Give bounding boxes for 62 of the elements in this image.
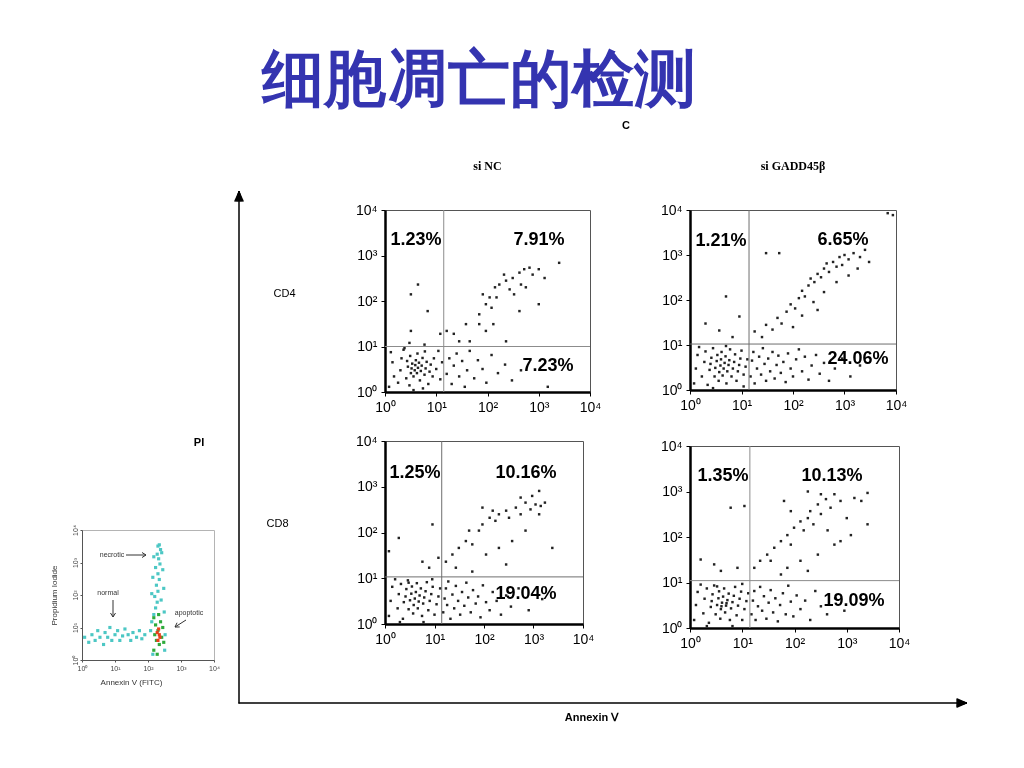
annotation: 7.91%	[513, 229, 565, 249]
y-tick-label: 10¹	[357, 338, 378, 354]
annotation: 10.13%	[801, 465, 863, 485]
x-tick-label: 10³	[523, 630, 545, 647]
y-tick-label: 10³	[357, 478, 378, 495]
text: PI	[193, 436, 205, 448]
y-tick-label: 10²	[662, 291, 683, 308]
y-tick-label: 10³	[662, 246, 683, 263]
x-tick-label: 10³	[837, 634, 858, 651]
annotation: 1.25%	[389, 462, 441, 482]
y-tick-label: 10¹	[357, 569, 378, 586]
x-tick-label: 10⁴	[888, 634, 911, 651]
y-tick-label: 10³	[662, 483, 683, 499]
x-tick-label: 10²	[784, 634, 806, 651]
x-tick-label: 10⁴	[885, 396, 908, 413]
y-tick-label: 10⁴	[355, 201, 378, 218]
y-tick-label: 10¹	[662, 336, 683, 353]
x-tick-label: 10²	[474, 630, 495, 647]
annotation: 10.16%	[495, 462, 557, 482]
y-tick-label: 10⁴	[660, 437, 683, 454]
x-tick-label: 10²	[783, 396, 804, 413]
y-tick-label: 10¹	[662, 574, 683, 590]
y-tick-label: 10⁰	[661, 619, 683, 636]
y-axis-title: CD8	[266, 516, 289, 529]
y-tick-label: 10⁰	[661, 381, 683, 398]
x-tick-label: 10⁴	[579, 398, 602, 415]
text: 细胞凋亡的检测	[261, 42, 696, 115]
x-tick-label: 10¹	[426, 398, 448, 415]
chart-title: si GADD45β	[760, 159, 826, 173]
annotation: 19.04%	[495, 583, 557, 603]
annotation: 1.35%	[697, 465, 749, 485]
y-tick-label: 10²	[357, 292, 378, 309]
chart-title: si NC	[473, 159, 502, 173]
x-axis-title: Annexin V (FITC)	[100, 677, 163, 687]
x-tick-label: 10³	[834, 396, 856, 413]
annotation: 6.65%	[817, 229, 869, 249]
x-tick-label: 10⁰	[375, 398, 396, 415]
y-tick-label: 10⁰	[356, 383, 378, 400]
x-tick-label: 10¹	[732, 634, 754, 651]
y-tick-label: 10⁴	[660, 201, 683, 218]
annotation: 19.09%	[823, 590, 885, 610]
y-tick-label: 10³	[357, 247, 378, 263]
x-tick-label: 10⁰	[680, 634, 701, 651]
text: C	[622, 119, 631, 131]
annotation: 7.23%	[522, 355, 574, 375]
y-tick-label: 10²	[662, 528, 683, 545]
annotation: 1.21%	[695, 230, 747, 250]
x-tick-label: 10³	[529, 398, 550, 415]
y-tick-label: 10⁰	[356, 615, 378, 632]
x-tick-label: 10¹	[424, 630, 446, 647]
x-tick-label: 10⁴	[572, 630, 595, 647]
text: Annexin Ⅴ	[564, 711, 620, 723]
annotation: 24.06%	[827, 348, 889, 368]
y-axis-title: CD4	[273, 286, 296, 299]
x-tick-label: 10¹	[731, 396, 753, 413]
y-axis-title: Propidium Iodide	[49, 564, 59, 626]
x-tick-label: 10²	[477, 398, 499, 415]
x-tick-label: 10⁰	[375, 630, 396, 647]
y-tick-label: 10²	[357, 524, 378, 540]
y-tick-label: 10⁴	[355, 432, 378, 449]
x-tick-label: 10⁰	[680, 396, 701, 413]
annotation: 1.23%	[390, 229, 442, 249]
